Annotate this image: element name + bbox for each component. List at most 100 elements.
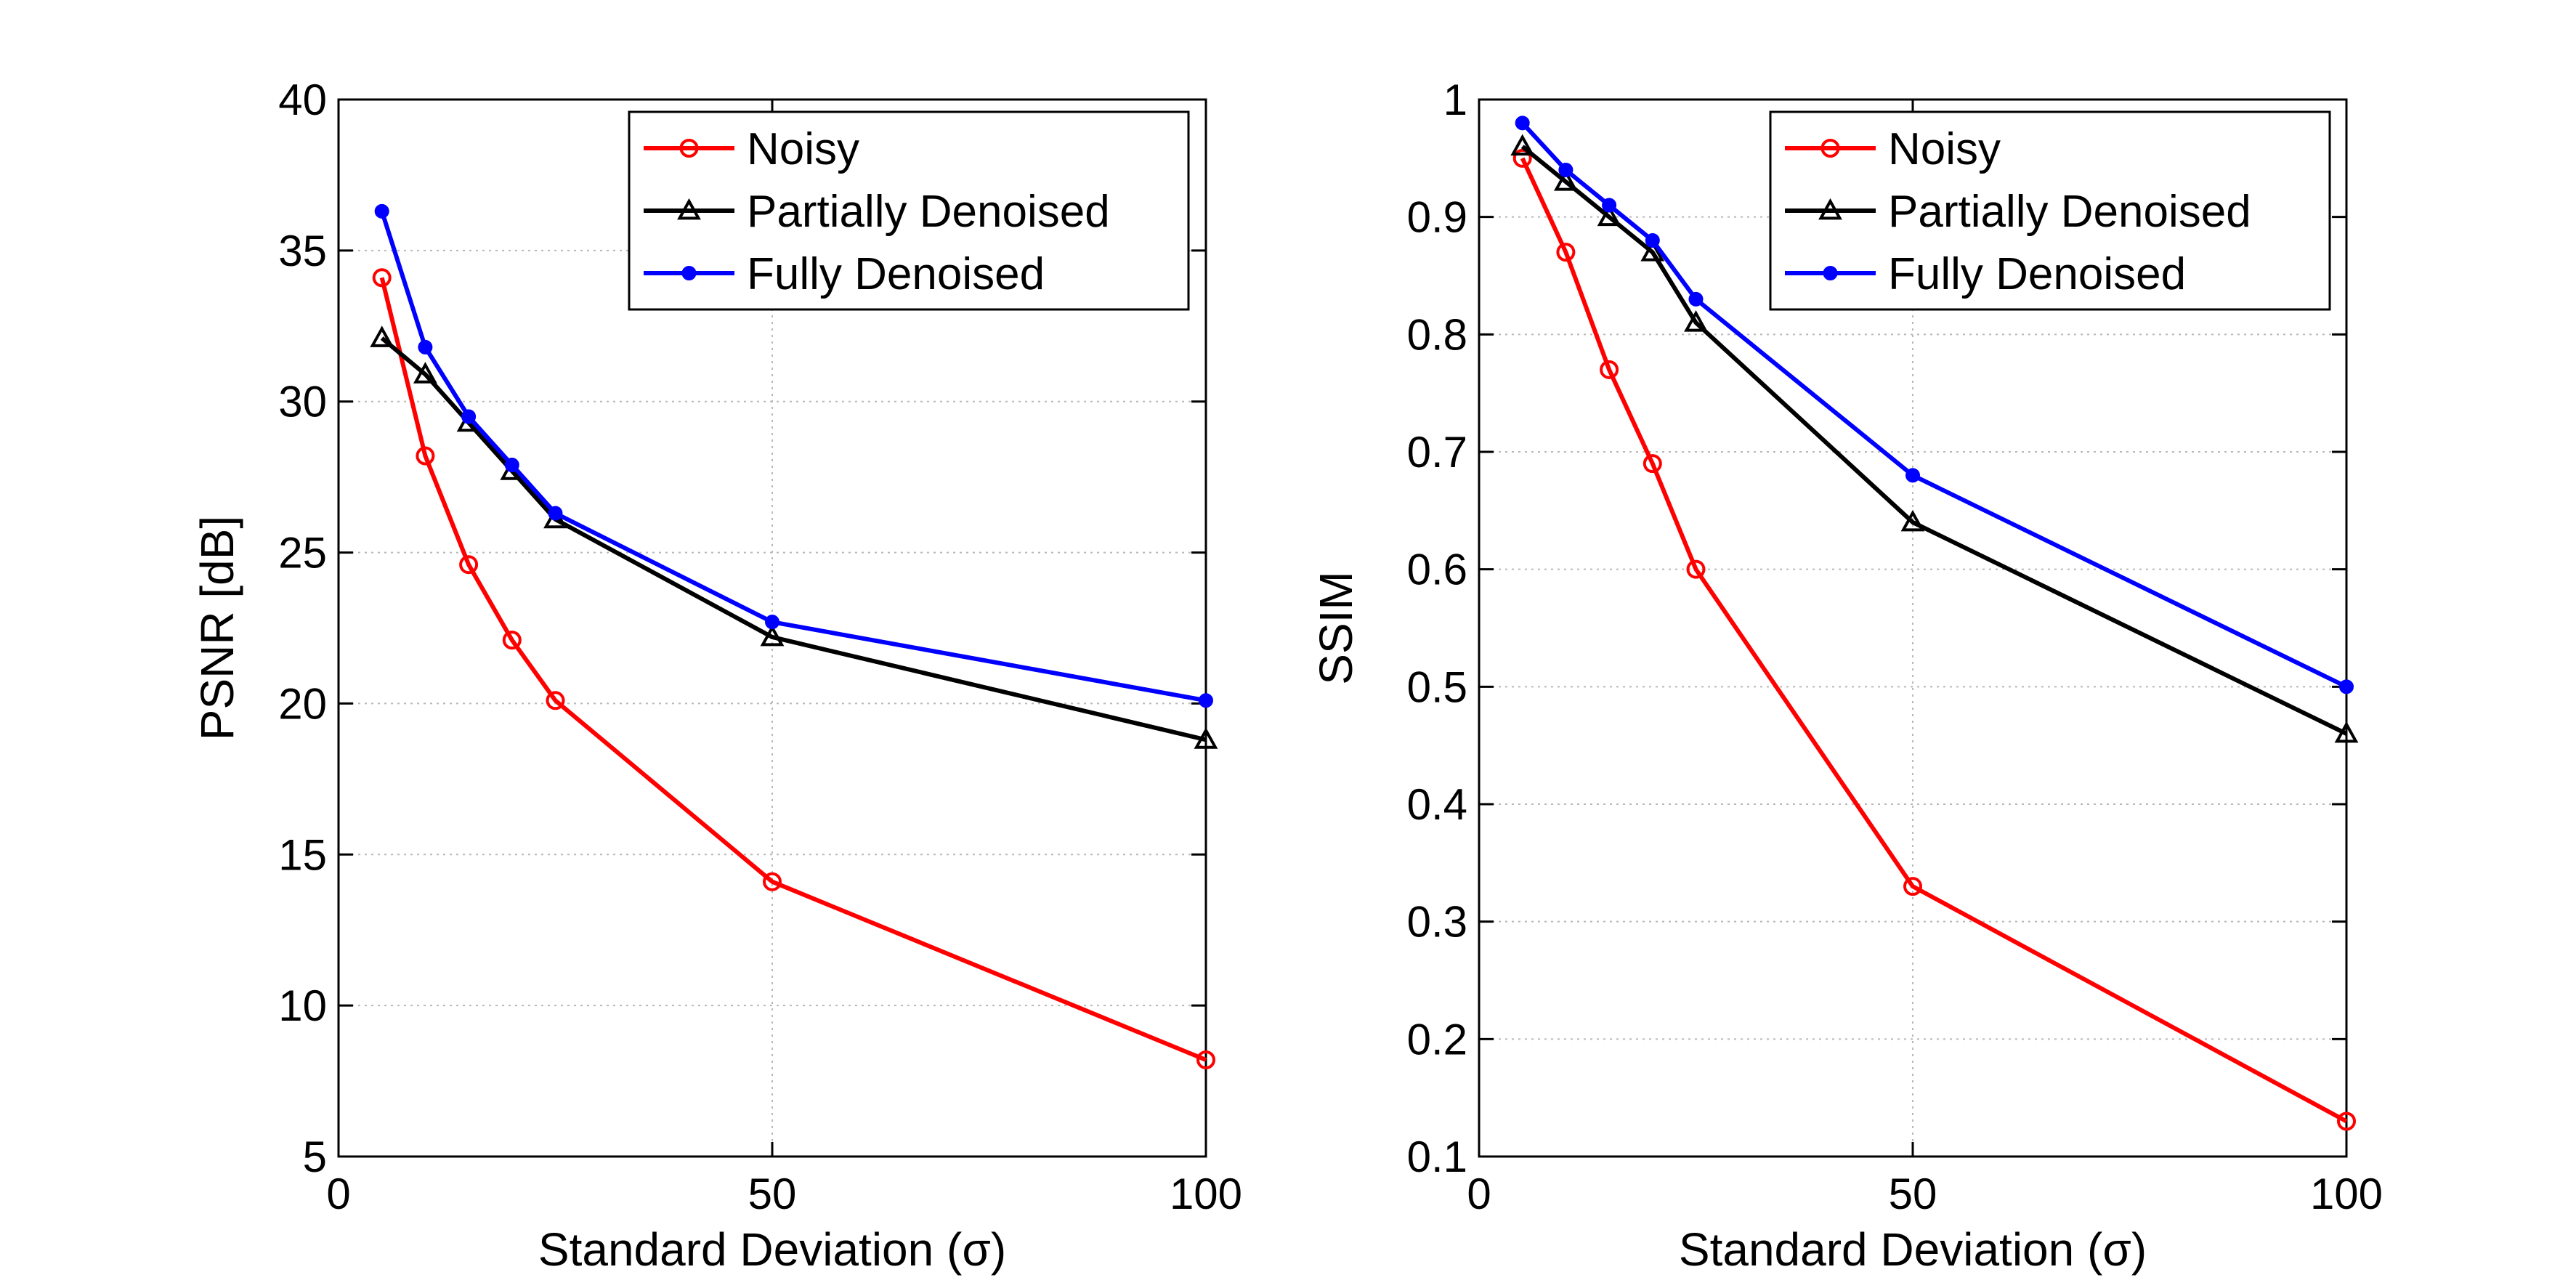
data-point: [416, 446, 435, 466]
data-point: [1600, 360, 1619, 379]
data-point: [1643, 454, 1662, 474]
axes-box: [337, 98, 1207, 1158]
data-point: [2339, 679, 2354, 694]
series-fully-denoised: [1515, 116, 2354, 694]
data-point: [1688, 291, 1704, 307]
data-point: [760, 624, 785, 647]
data-point: [1196, 1050, 1215, 1069]
legend-label: Fully Denoised: [1888, 249, 2186, 299]
series-noisy: [1512, 148, 2356, 1131]
data-point: [1194, 727, 1218, 749]
data-point: [1510, 134, 1535, 156]
legend-label: Partially Denoised: [747, 187, 1110, 237]
series-group: [1510, 116, 2359, 1131]
x-tick-label: 0: [326, 1170, 350, 1218]
legend-label: Fully Denoised: [747, 249, 1045, 299]
data-point: [1597, 204, 1621, 227]
legend-item: Partially Denoised: [1785, 187, 2251, 237]
series-group: [370, 203, 1218, 1069]
data-point: [1554, 169, 1578, 191]
legend-label: Noisy: [1888, 124, 2001, 174]
series-noisy: [372, 268, 1215, 1069]
x-tick-label: 100: [1170, 1170, 1242, 1218]
x-tick-label: 0: [1467, 1170, 1491, 1218]
series-partially-denoised: [1510, 134, 2359, 743]
y-tick-label: 0.5: [1407, 663, 1467, 711]
data-point: [504, 458, 519, 473]
data-point: [418, 339, 433, 355]
y-tick-label: 0.7: [1407, 428, 1467, 477]
legend: Noisy Partially Denoised Fully Denoised: [628, 110, 1190, 311]
data-point: [1900, 509, 1925, 532]
legend-marker: [1820, 139, 1840, 158]
series-line: [1520, 157, 2348, 1124]
x-axis-label: Standard Deviation (σ): [1679, 1223, 2147, 1276]
y-tick-label: 10: [278, 981, 327, 1030]
data-point: [1905, 468, 1920, 483]
x-tick-label: 50: [1889, 1170, 1937, 1218]
data-point: [1686, 559, 1706, 579]
data-point: [372, 268, 392, 288]
data-point: [2334, 721, 2359, 743]
y-tick-label: 15: [278, 830, 327, 879]
data-point: [1556, 243, 1576, 262]
y-tick-label: 0.6: [1407, 546, 1467, 594]
data-point: [461, 409, 477, 424]
data-point: [1684, 310, 1708, 332]
legend-label: Partially Denoised: [1888, 187, 2251, 237]
chart-2: 0 50 100 0.1 0.2 0.3 0.4 0.5 0.6 0.7 0.8 0.9 1 Standa…: [1310, 76, 2383, 1276]
series-line: [1520, 145, 2348, 736]
y-tick-label: 35: [278, 227, 327, 275]
y-tick-label: 30: [278, 378, 327, 426]
data-point: [1515, 116, 1530, 131]
data-point: [763, 872, 782, 891]
chart-1: 0 50 100 5 10 15 20 25 30 35 40 Standard Deviation …: [191, 76, 1242, 1276]
legend-item: Partially Denoised: [644, 187, 1110, 237]
y-tick-label: 0.2: [1407, 1015, 1467, 1064]
legend-label: Noisy: [747, 124, 859, 174]
legend-item: Noisy: [1785, 124, 2001, 174]
data-point: [374, 203, 389, 219]
data-point: [1602, 198, 1617, 213]
y-tick-label: 0.4: [1407, 780, 1467, 829]
legend-marker: [681, 266, 697, 280]
data-point: [548, 506, 563, 521]
legend-marker: [1818, 198, 1842, 220]
legend-marker: [1823, 266, 1838, 280]
data-point: [2337, 1111, 2356, 1131]
axes-box: [1478, 98, 2348, 1158]
series-line: [379, 277, 1207, 1062]
legend-item: Fully Denoised: [1785, 249, 2186, 299]
y-tick-label: 0.3: [1407, 898, 1467, 947]
data-point: [765, 615, 779, 630]
data-point: [1645, 233, 1660, 248]
x-axis-label: Standard Deviation (σ): [538, 1223, 1006, 1276]
data-point: [459, 555, 479, 575]
data-point: [1512, 148, 1532, 168]
data-point: [1903, 877, 1922, 896]
y-tick-label: 0.8: [1407, 310, 1467, 359]
legend: Noisy Partially Denoised Fully Denoised: [1769, 110, 2331, 311]
series-fully-denoised: [374, 203, 1213, 708]
legend-item: Fully Denoised: [644, 249, 1045, 299]
y-tick-label: 0.9: [1407, 193, 1467, 242]
data-point: [546, 691, 565, 710]
y-tick-label: 0.1: [1407, 1133, 1467, 1181]
legend-item: Noisy: [644, 124, 859, 174]
x-tick-label: 100: [2310, 1170, 2383, 1218]
y-tick-label: 25: [278, 529, 327, 578]
grid: [339, 100, 1206, 1157]
data-point: [413, 362, 437, 384]
data-point: [502, 631, 522, 650]
y-tick-label: 40: [278, 76, 327, 124]
y-tick-label: 5: [303, 1133, 327, 1181]
legend-marker: [679, 139, 699, 158]
x-tick-label: 50: [748, 1170, 797, 1218]
data-point: [1640, 240, 1665, 262]
y-tick-label: 1: [1443, 76, 1467, 124]
y-axis-label: PSNR [dB]: [191, 516, 243, 740]
y-axis-label: SSIM: [1310, 571, 1362, 684]
data-point: [370, 325, 394, 347]
data-point: [1558, 163, 1573, 177]
